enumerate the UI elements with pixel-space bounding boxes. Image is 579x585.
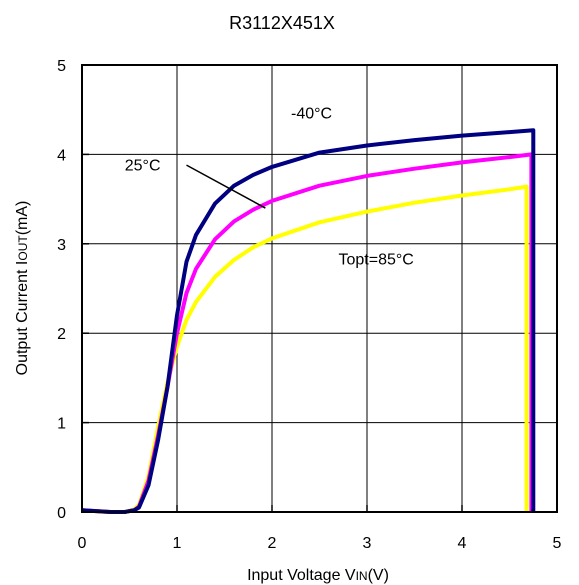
x-tick-label: 4 (458, 535, 467, 552)
y-tick-label: 2 (57, 326, 66, 343)
x-axis-label-main: Input Voltage V (247, 567, 356, 584)
y-tick-label: 1 (57, 416, 66, 433)
x-tick-label: 1 (173, 535, 182, 552)
series-group (81, 128, 536, 514)
y-tick-label: 0 (57, 505, 66, 522)
y-tick-labels: 0 1 2 3 4 5 (57, 58, 66, 522)
x-tick-label: 3 (363, 535, 372, 552)
y-tick-label: 5 (57, 58, 66, 75)
series-line (81, 128, 536, 514)
y-axis-label-main: Output Current I (14, 261, 31, 376)
x-tick-label: 5 (553, 535, 562, 552)
y-tick-label: 4 (57, 147, 66, 164)
x-axis-label-sub: IN (356, 569, 368, 583)
annotations: -40°C 25°C Topt=85°C (125, 106, 414, 269)
y-tick-label: 3 (57, 237, 66, 254)
x-axis-label: Input Voltage VIN(V) (247, 567, 389, 584)
x-tick-label: 0 (78, 535, 87, 552)
annotation-leader-line (186, 164, 266, 209)
x-tick-label: 2 (268, 535, 277, 552)
series-annotation: 25°C (125, 157, 161, 174)
x-tick-labels: 0 1 2 3 4 5 (78, 535, 562, 552)
y-axis-label: Output Current IOUT(mA) (14, 201, 31, 376)
chart-title: R3112X451X (229, 13, 335, 33)
plot-frame (81, 64, 558, 513)
series-line (81, 184, 529, 514)
y-axis-label-tail: (mA) (14, 201, 31, 236)
x-axis-label-tail: (V) (368, 567, 389, 584)
series-annotation: -40°C (291, 106, 332, 123)
y-axis-label-sub: OUT (16, 235, 30, 261)
series-annotation: Topt=85°C (339, 251, 414, 268)
